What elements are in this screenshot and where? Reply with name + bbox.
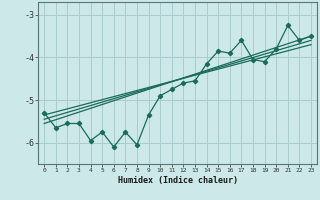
X-axis label: Humidex (Indice chaleur): Humidex (Indice chaleur) [118,176,238,185]
